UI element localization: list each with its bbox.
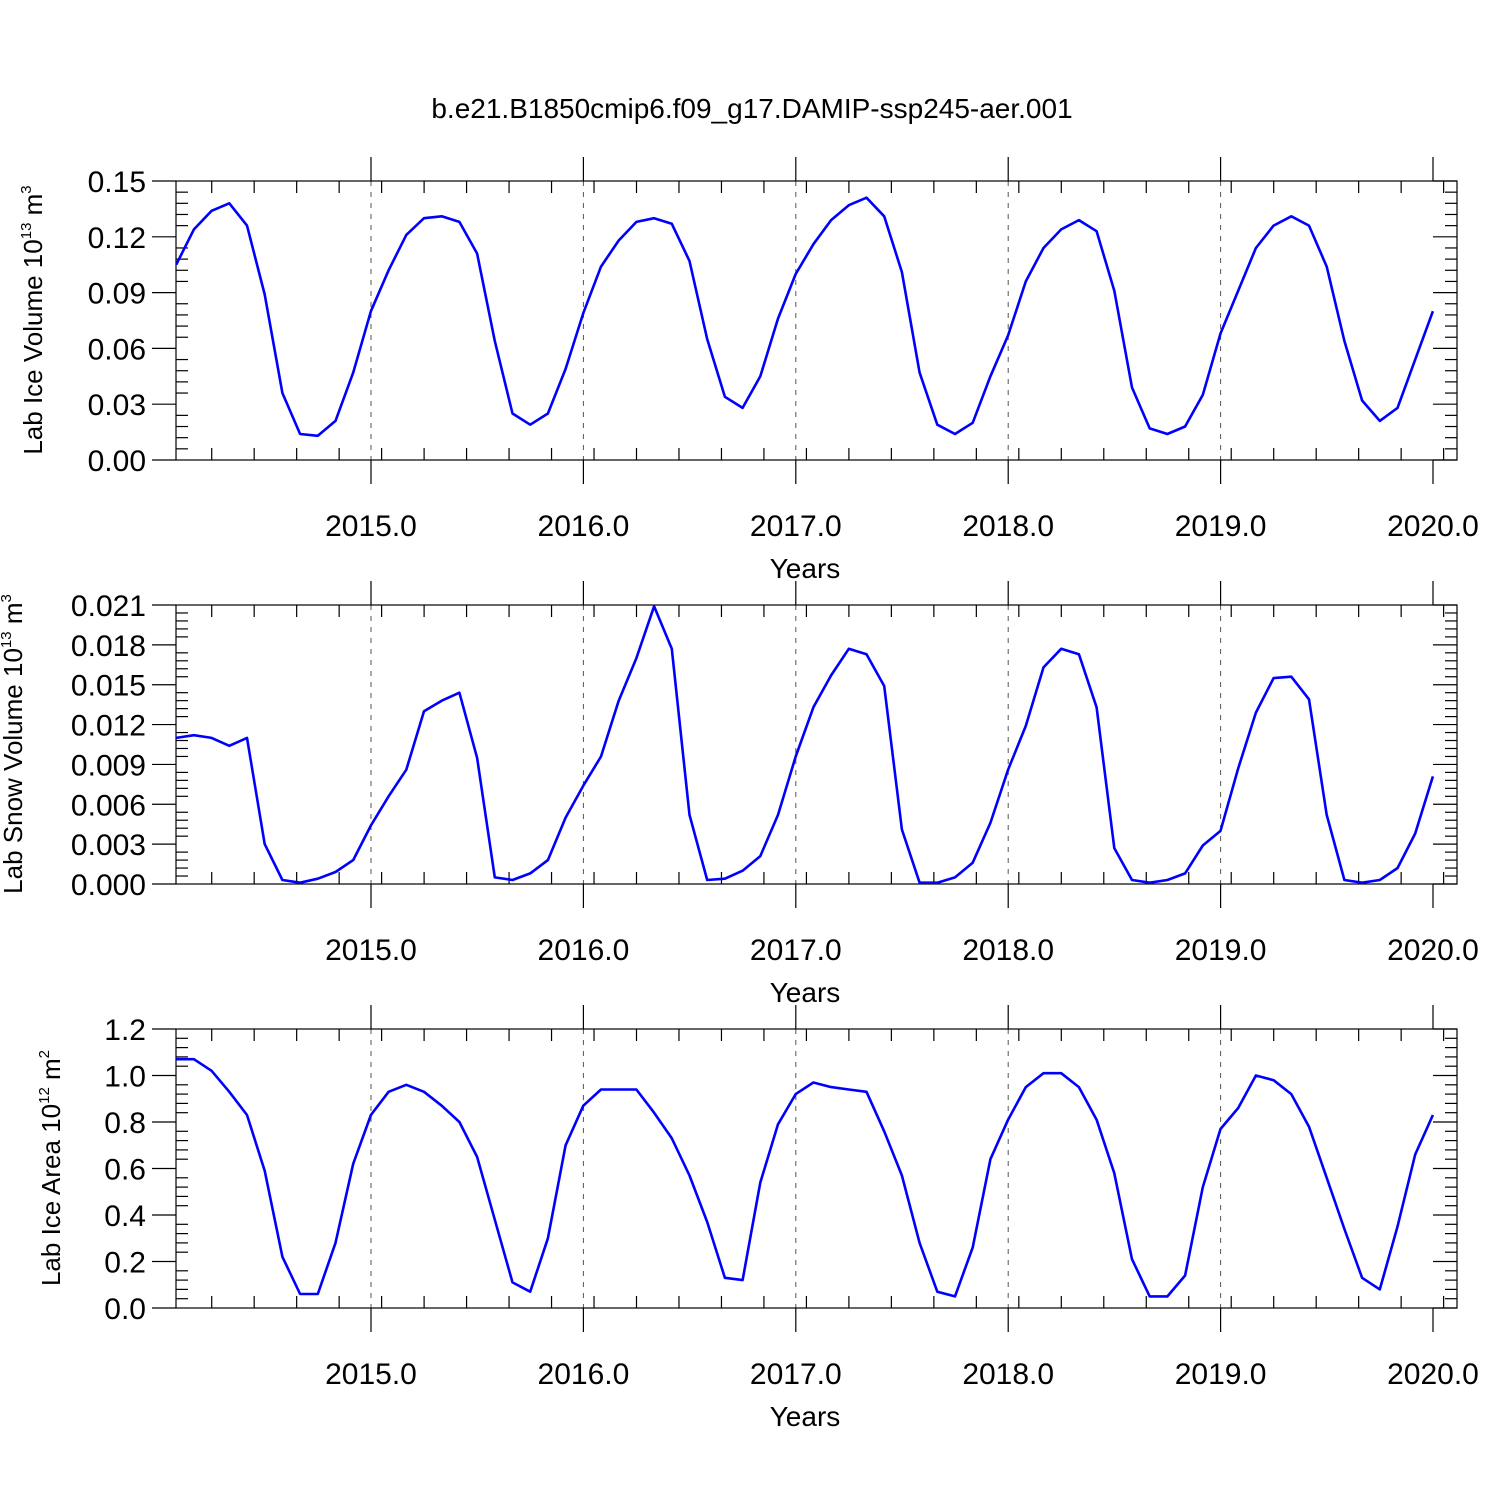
y-tick-label: 1.2	[104, 1014, 146, 1047]
y-tick-label: 0.021	[71, 590, 146, 623]
y-tick-label: 0.012	[71, 710, 146, 743]
panel-3: 0.0 0.2 0.4 0.6 0.8 1.0 1.2 2015.0 2016.0 2017.0 2…	[36, 1005, 1479, 1432]
x-axis-title: Years	[770, 1401, 841, 1432]
y-tick-label: 0.8	[104, 1107, 146, 1140]
y-axis-title: Lab Ice Area 1012 m2	[36, 1050, 66, 1286]
y-tick-label: 0.000	[71, 869, 146, 902]
series-line	[176, 604, 1435, 885]
y-axis-title: Lab Ice Volume 1013 m3	[18, 185, 48, 454]
plot-frame	[175, 604, 1458, 885]
x-tick-label: 2015.0	[325, 934, 417, 967]
x-tick-label: 2017.0	[750, 934, 842, 967]
y-tick-label: 1.0	[104, 1061, 146, 1094]
y-tick-label: 0.009	[71, 749, 146, 782]
y-tick-label: 0.6	[104, 1154, 146, 1187]
x-tick-label: 2017.0	[750, 1358, 842, 1391]
series-line	[176, 1057, 1435, 1298]
y-tick-label: 0.06	[88, 333, 146, 366]
y-tick-label: 0.15	[88, 166, 146, 199]
y-axis-title: Lab Snow Volume 1013 m3	[0, 594, 28, 894]
x-tick-label: 2020.0	[1387, 934, 1479, 967]
y-tick-label: 0.09	[88, 278, 146, 311]
x-tick-label: 2018.0	[962, 1358, 1054, 1391]
x-tick-label: 2016.0	[538, 934, 630, 967]
x-tick-label: 2019.0	[1175, 934, 1267, 967]
y-tick-label: 0.018	[71, 630, 146, 663]
x-tick-label: 2019.0	[1175, 1358, 1267, 1391]
y-tick-label: 0.00	[88, 445, 146, 478]
x-tick-label: 2020.0	[1387, 510, 1479, 543]
panel-2: 0.000 0.003 0.006 0.009 0.012 0.015 0.018 0.021…	[0, 581, 1479, 1008]
y-tick-label: 0.12	[88, 222, 146, 255]
series-line	[175, 196, 1435, 438]
plot-frame	[175, 1028, 1458, 1309]
x-tick-label: 2018.0	[962, 510, 1054, 543]
x-tick-label: 2016.0	[538, 510, 630, 543]
x-axis-title: Years	[770, 553, 841, 584]
x-tick-label: 2019.0	[1175, 510, 1267, 543]
x-tick-label: 2015.0	[325, 1358, 417, 1391]
x-tick-label: 2016.0	[538, 1358, 630, 1391]
x-tick-label: 2015.0	[325, 510, 417, 543]
y-tick-label: 0.03	[88, 389, 146, 422]
y-tick-label: 0.4	[104, 1200, 146, 1233]
plot-frame	[175, 180, 1458, 461]
y-tick-label: 0.015	[71, 670, 146, 703]
x-tick-label: 2020.0	[1387, 1358, 1479, 1391]
x-tick-label: 2017.0	[750, 510, 842, 543]
x-axis-title: Years	[770, 977, 841, 1008]
panel-1: 0.00 0.03 0.06 0.09 0.12 0.15 2015.0 2016.0 2017…	[18, 157, 1479, 584]
figure-title: b.e21.B1850cmip6.f09_g17.DAMIP-ssp245-ae…	[431, 93, 1072, 124]
y-tick-label: 0.2	[104, 1247, 146, 1280]
y-tick-label: 0.006	[71, 789, 146, 822]
y-tick-label: 0.0	[104, 1293, 146, 1326]
y-tick-label: 0.003	[71, 829, 146, 862]
x-tick-label: 2018.0	[962, 934, 1054, 967]
